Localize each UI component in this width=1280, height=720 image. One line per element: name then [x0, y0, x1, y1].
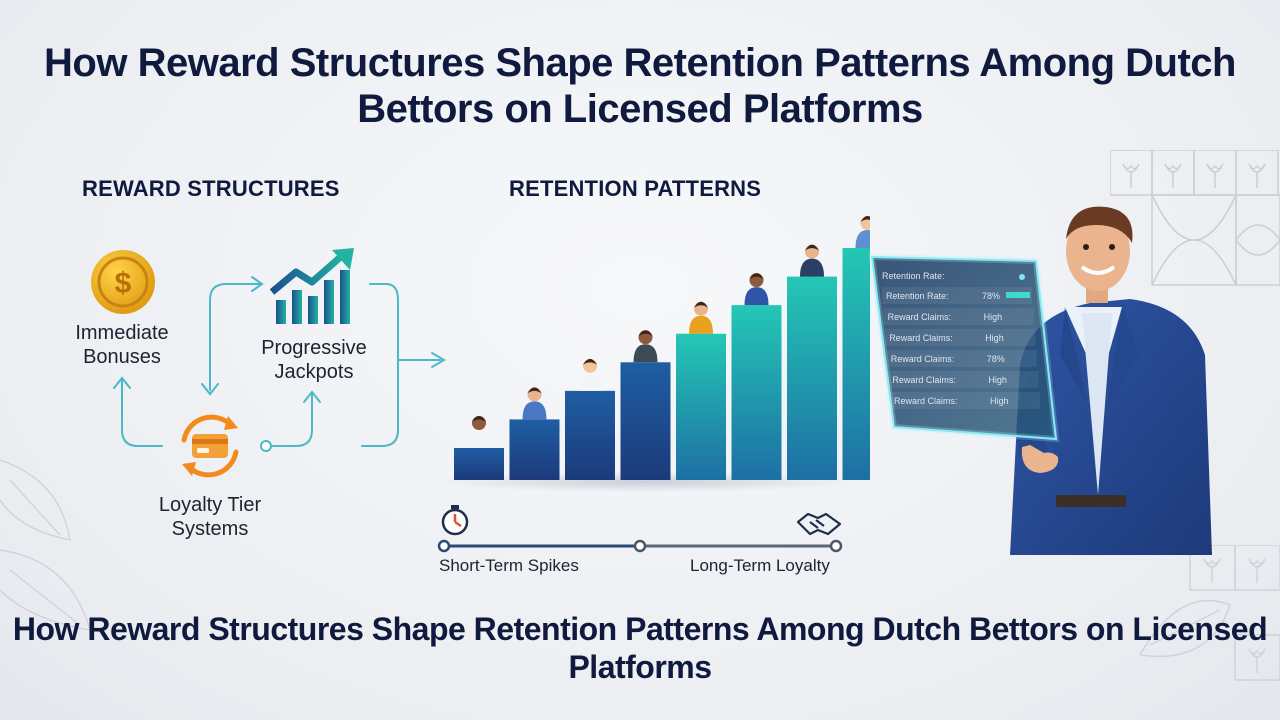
status-dot-icon	[1019, 274, 1025, 280]
reward-structures-heading: REWARD STRUCTURES	[82, 176, 340, 201]
dashboard-row	[883, 308, 1034, 325]
retention-patterns-heading: RETENTION PATTERNS	[509, 176, 762, 201]
long-term-loyalty-label: Long-Term Loyalty	[690, 556, 830, 575]
bettor-figure-8	[855, 216, 870, 248]
bettor-figure-4	[633, 330, 658, 363]
immediate-bonuses-label: Immediate Bonuses	[75, 322, 169, 368]
progressive-jackpots-label: Progressive Jackpots	[261, 337, 367, 383]
dashboard-row-label: Reward Claims:	[888, 312, 952, 322]
retention-bar-7	[787, 276, 837, 480]
bettor-figure-3	[578, 358, 602, 391]
bettor-figure-2	[522, 387, 547, 420]
retention-bar-4	[620, 362, 671, 480]
short-term-spikes-label: Short-Term Spikes	[439, 556, 579, 575]
rising-chart-icon	[270, 248, 354, 324]
dashboard-row-value: High	[984, 312, 1003, 322]
dashboard-row	[885, 329, 1036, 346]
dashboard-row-label: Reward Claims:	[889, 333, 953, 343]
dashboard-row	[886, 350, 1037, 367]
dashboard-header: Retention Rate:	[882, 271, 945, 281]
page-title: How Reward Structures Shape Retention Pa…	[0, 40, 1280, 132]
bettor-figure-5	[689, 301, 713, 334]
connector-loyalty-right	[271, 393, 313, 447]
connector-bonuses-loyalty	[121, 379, 163, 447]
dashboard-row-label: Reward Claims:	[892, 375, 956, 385]
handshake-icon	[796, 512, 842, 536]
bettor-figure-7	[800, 244, 824, 277]
dashboard-row-value: High	[988, 375, 1007, 385]
dashboard-row	[882, 287, 1032, 304]
dashboard-row-label: Retention Rate:	[886, 291, 949, 301]
dashboard-rows: Retention Rate: Retention Rate: 78% Reward …	[882, 271, 1040, 409]
dashboard-row-value: High	[990, 396, 1009, 406]
retention-bar-6	[731, 305, 782, 480]
retention-bar-chart	[435, 216, 870, 492]
retention-bar-2	[509, 419, 560, 480]
dashboard-panel	[868, 253, 1060, 443]
dollar-coin-icon: $	[91, 250, 155, 314]
stopwatch-icon	[441, 505, 469, 536]
dashboard-row	[890, 392, 1040, 409]
short-long-term-timeline	[437, 505, 843, 553]
dashboard-row-value: 78%	[987, 354, 1005, 364]
page-title-text: How Reward Structures Shape Retention Pa…	[44, 41, 1236, 131]
dashboard-row	[888, 371, 1039, 388]
reward-flow-connectors	[113, 276, 446, 452]
connector-loyalty-jackpots	[209, 283, 261, 391]
retention-bar-1	[454, 448, 504, 480]
retention-bar-3	[565, 390, 615, 480]
footer-title-text: How Reward Structures Shape Retention Pa…	[12, 611, 1268, 685]
retention-bar-8	[842, 248, 870, 480]
bettor-figure-6	[744, 273, 769, 306]
connector-jackpots-retention	[361, 283, 399, 447]
dashboard-row-value: 78%	[982, 291, 1000, 301]
retention-rate-bar	[1006, 292, 1030, 298]
retention-bar-5	[676, 333, 726, 480]
card-cycle-icon	[181, 414, 239, 478]
dashboard-row-label: Reward Claims:	[891, 354, 955, 364]
tulip-pattern-decoration-bottom	[1140, 545, 1280, 681]
tulip-pattern-decoration	[1110, 150, 1280, 286]
dashboard-row-label: Reward Claims:	[894, 396, 958, 406]
leaf-pattern-decoration	[0, 459, 91, 631]
bettor-figure-1	[467, 416, 491, 448]
presenter-illustration: Retention Rate: Retention Rate: 78% Reward …	[868, 206, 1212, 555]
svg-text:$: $	[115, 267, 132, 300]
dashboard-row-value: High	[985, 333, 1004, 343]
loyalty-tier-systems-label: Loyalty Tier Systems	[158, 494, 262, 540]
footer-title: How Reward Structures Shape Retention Pa…	[0, 610, 1280, 686]
